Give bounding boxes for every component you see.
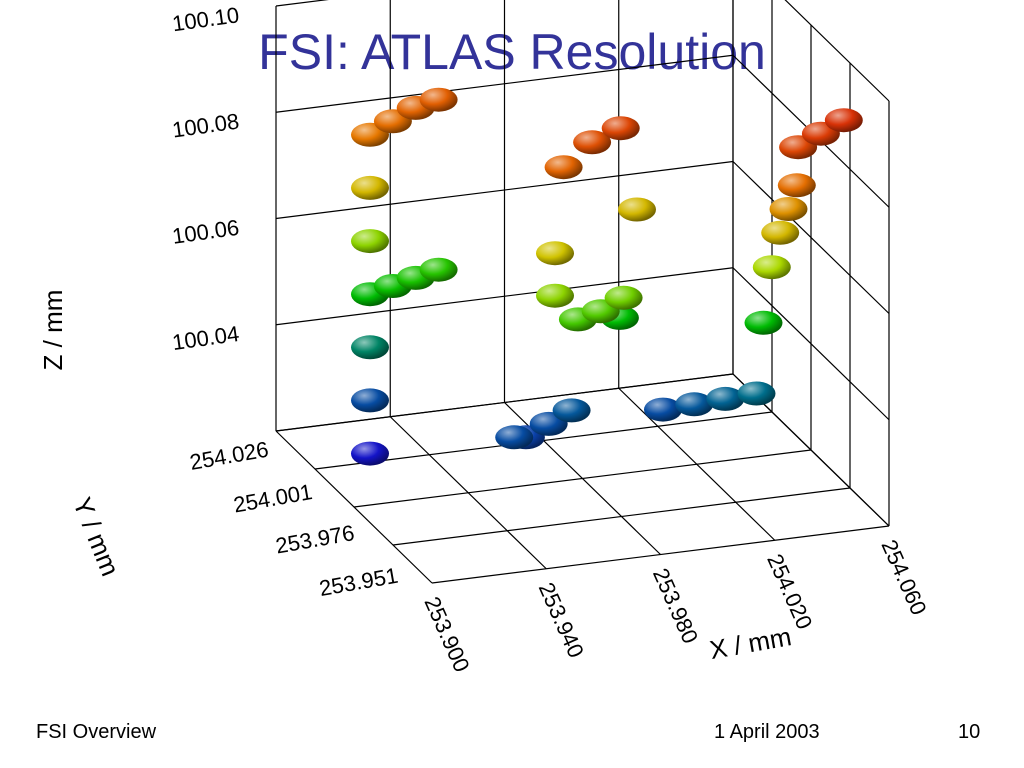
y-tick-label: 253.951 xyxy=(317,563,400,601)
footer-date: 1 April 2003 xyxy=(714,721,820,743)
data-point-sphere xyxy=(419,257,458,282)
data-point-sphere xyxy=(544,155,583,180)
data-point-sphere xyxy=(419,87,458,112)
data-point-sphere xyxy=(495,425,534,450)
data-point-sphere xyxy=(744,310,783,335)
x-tick-label: 254.020 xyxy=(762,550,817,633)
data-point-sphere xyxy=(351,441,389,466)
data-point-sphere xyxy=(351,175,389,200)
data-point-sphere xyxy=(761,220,800,245)
z-tick-label: 100.04 xyxy=(171,321,241,355)
point-layer xyxy=(351,87,863,466)
z-tick-label: 100.08 xyxy=(171,108,241,142)
data-point-sphere xyxy=(573,130,612,155)
data-point-sphere xyxy=(552,398,591,423)
grid-layer xyxy=(275,0,890,584)
floor-grid-line xyxy=(431,525,890,584)
data-point-sphere xyxy=(351,388,389,413)
side-wall-grid-line xyxy=(784,0,890,102)
x-tick-label: 253.980 xyxy=(648,564,703,647)
y-axis-label: Y / mm xyxy=(67,493,125,580)
floor-grid-line xyxy=(392,487,851,546)
data-point-sphere xyxy=(351,335,389,360)
back-wall-grid-line xyxy=(275,160,734,220)
back-wall-grid-line xyxy=(275,373,734,432)
data-point-sphere xyxy=(706,386,745,411)
data-point-sphere xyxy=(618,197,656,222)
floor-grid-line xyxy=(353,449,812,508)
data-point-sphere xyxy=(777,173,816,198)
x-tick-label: 253.900 xyxy=(419,593,474,676)
chart-3d-scatter: 100.10100.08100.06100.04254.026254.00125… xyxy=(38,0,932,676)
back-wall-grid-line xyxy=(275,54,734,113)
z-axis-label: Z / mm xyxy=(38,290,68,371)
y-tick-label: 254.026 xyxy=(188,437,271,475)
slide-title: FSI: ATLAS Resolution xyxy=(258,24,766,80)
side-wall-grid-line xyxy=(732,267,890,421)
data-point-sphere xyxy=(675,392,714,417)
x-axis-label: X / mm xyxy=(707,621,793,665)
z-tick-label: 100.10 xyxy=(171,2,241,36)
footer-left: FSI Overview xyxy=(36,721,157,743)
page-number: 10 xyxy=(958,721,981,743)
z-tick-label: 100.06 xyxy=(171,215,241,249)
y-tick-label: 253.976 xyxy=(274,520,357,558)
data-point-sphere xyxy=(351,229,389,254)
data-point-sphere xyxy=(824,108,863,133)
tick-layer: 100.10100.08100.06100.04254.026254.00125… xyxy=(171,2,932,675)
data-point-sphere xyxy=(536,283,574,308)
back-wall-grid-line xyxy=(275,267,734,326)
data-point-sphere xyxy=(752,255,791,280)
data-point-sphere xyxy=(601,116,640,141)
data-point-sphere xyxy=(737,381,776,406)
data-point-sphere xyxy=(769,197,808,221)
y-tick-label: 254.001 xyxy=(231,479,314,517)
data-point-sphere xyxy=(536,241,574,266)
data-point-sphere xyxy=(604,285,643,310)
x-tick-label: 254.060 xyxy=(876,536,931,619)
side-wall-grid-line xyxy=(732,161,890,314)
x-tick-label: 253.940 xyxy=(534,579,589,662)
data-point-sphere xyxy=(644,397,682,422)
